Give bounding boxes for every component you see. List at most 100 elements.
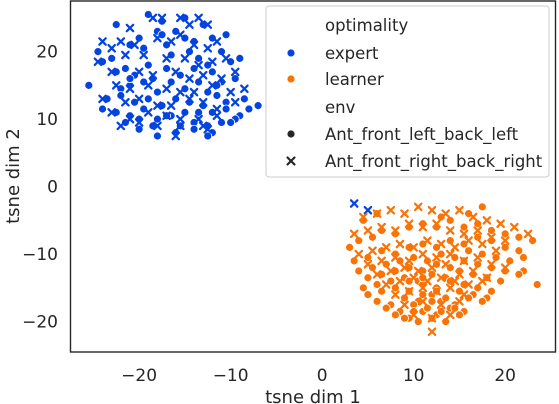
- expert-x-point: [157, 13, 167, 23]
- expert-x-point: [176, 87, 185, 97]
- learner-x-point: [445, 310, 455, 320]
- legend-box: [265, 5, 550, 178]
- learner-x-point: [377, 222, 386, 232]
- learner-x-point: [436, 239, 446, 249]
- learner-x-point: [473, 226, 483, 235]
- learner-x-point: [368, 246, 377, 256]
- expert-x-point: [203, 20, 213, 29]
- expert-x-point: [153, 121, 162, 131]
- expert-circle-point: [189, 124, 199, 134]
- y-ticks: −20 −10 0 10 20: [22, 43, 58, 333]
- expert-circle-point: [98, 104, 107, 114]
- expert-x-point: [162, 54, 171, 63]
- x-tick-label: 0: [317, 366, 328, 386]
- learner-x-point: [487, 232, 496, 242]
- learner-circle-point: [377, 286, 387, 296]
- learner-circle-point: [514, 269, 524, 279]
- expert-x-point: [349, 199, 359, 208]
- learner-x-point: [510, 222, 519, 232]
- learner-circle-point: [372, 280, 382, 289]
- learner-circle-point: [496, 276, 505, 286]
- expert-x-point: [217, 74, 226, 83]
- learner-circle-point: [349, 256, 359, 266]
- learner-x-point: [441, 209, 450, 218]
- learner-circle-point: [363, 253, 373, 262]
- expert-circle-point: [253, 101, 263, 111]
- learner-x-point: [404, 256, 414, 266]
- legend-learner-marker: [286, 74, 296, 84]
- learner-x-point: [372, 270, 382, 279]
- expert-circle-point: [121, 64, 130, 73]
- expert-circle-point: [239, 94, 249, 104]
- expert-x-point: [111, 81, 121, 90]
- expert-x-point: [198, 70, 208, 80]
- learner-circle-point: [372, 296, 382, 306]
- learner-circle-point: [500, 242, 510, 252]
- learner-x-point: [450, 243, 460, 252]
- expert-x-point: [125, 84, 135, 94]
- learner-x-point: [354, 249, 364, 259]
- x-tick-label: 10: [403, 366, 425, 386]
- expert-circle-point: [230, 74, 240, 84]
- learner-x-point: [391, 226, 400, 235]
- learner-x-point: [363, 259, 373, 269]
- legend-hue-title: optimality: [325, 16, 408, 35]
- y-tick-label: 10: [36, 110, 58, 130]
- y-tick-label: −20: [22, 313, 58, 333]
- expert-circle-point: [111, 20, 121, 30]
- learner-circle-point: [487, 286, 496, 296]
- learner-circle-point: [400, 313, 409, 323]
- expert-x-point: [107, 108, 116, 117]
- expert-circle-point: [134, 33, 144, 43]
- learner-x-point: [409, 310, 418, 320]
- learner-x-point: [473, 253, 483, 262]
- expert-x-point: [153, 101, 162, 110]
- learner-x-point: [381, 280, 391, 289]
- expert-x-point: [134, 94, 144, 104]
- learner-x-point: [409, 273, 418, 283]
- expert-circle-point: [162, 64, 171, 73]
- expert-x-point: [134, 118, 144, 127]
- expert-x-point: [203, 43, 213, 53]
- expert-x-point: [198, 97, 208, 107]
- legend-circle-marker: [286, 129, 296, 139]
- learner-x-point: [413, 266, 423, 276]
- learner-circle-point: [519, 253, 528, 262]
- learner-x-point: [427, 205, 437, 215]
- learner-x-point: [445, 249, 455, 259]
- expert-circle-point: [93, 47, 103, 57]
- learner-x-point: [455, 297, 464, 306]
- learner-x-point: [441, 259, 450, 269]
- expert-x-point: [189, 87, 199, 97]
- expert-circle-point: [203, 87, 213, 97]
- learner-x-point: [432, 219, 441, 229]
- learner-circle-point: [445, 236, 455, 246]
- learner-x-point: [400, 300, 409, 310]
- learner-circle-point: [436, 307, 446, 316]
- learner-x-point: [482, 216, 492, 225]
- expert-circle-point: [107, 53, 117, 63]
- expert-x-point: [130, 40, 139, 50]
- learner-circle-point: [441, 293, 451, 303]
- y-tick-label: 0: [47, 178, 58, 198]
- expert-circle-point: [180, 107, 190, 117]
- expert-x-point: [230, 97, 240, 107]
- expert-circle-point: [217, 118, 226, 127]
- expert-x-point: [143, 108, 153, 117]
- learner-circle-point: [390, 310, 400, 320]
- learner-circle-point: [491, 253, 501, 262]
- expert-x-point: [134, 67, 144, 77]
- learner-x-point: [445, 283, 455, 293]
- learner-x-point: [427, 327, 437, 337]
- expert-circle-point: [125, 74, 135, 84]
- expert-x-point: [121, 50, 130, 60]
- learner-circle-point: [500, 229, 510, 239]
- learner-circle-point: [345, 242, 355, 252]
- legend-env2-label: Ant_front_right_back_right: [325, 152, 543, 172]
- learner-circle-point: [532, 280, 542, 289]
- legend: optimality expert learner env Ant_front_…: [265, 5, 550, 178]
- learner-x-point: [427, 313, 437, 323]
- expert-x-point: [148, 70, 158, 80]
- expert-x-point: [221, 54, 231, 63]
- y-axis-label: tsne dim 2: [3, 128, 24, 224]
